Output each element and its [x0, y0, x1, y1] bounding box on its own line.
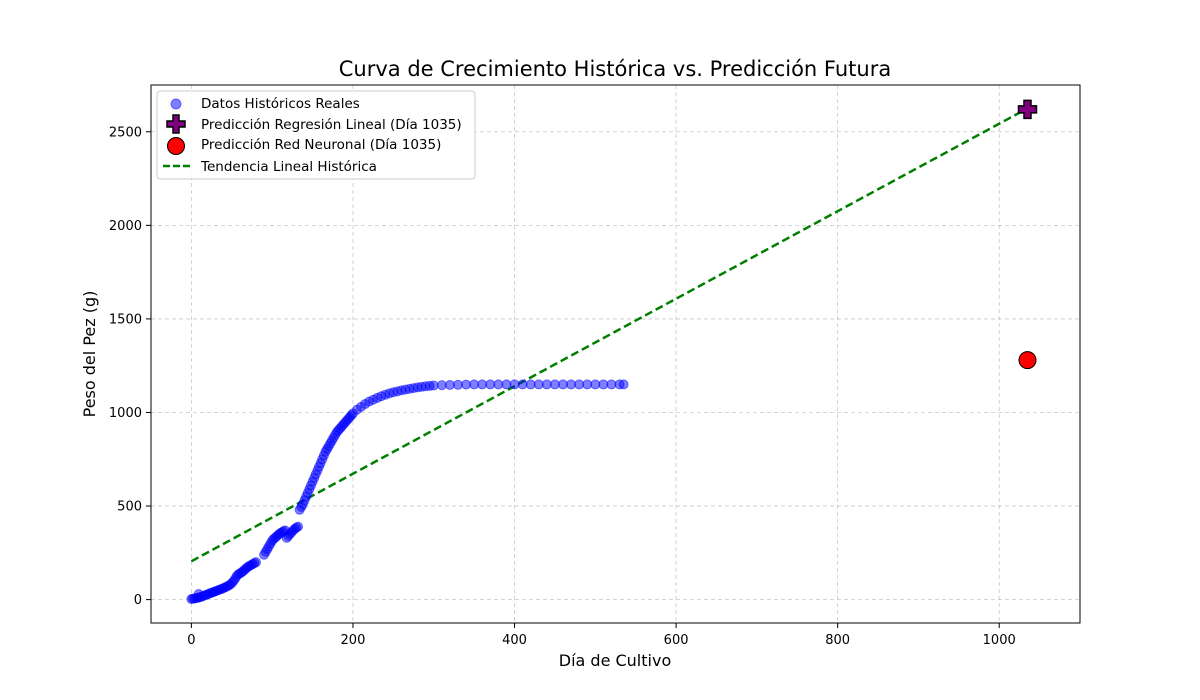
x-tick-label: 0: [187, 633, 195, 648]
plot-frame: [150, 84, 1081, 624]
x-tick-label: 400: [502, 633, 527, 648]
y-axis-label: Peso del Pez (g): [80, 291, 99, 418]
y-tick-label: 0: [134, 593, 142, 608]
scatter-points-layer: [186, 379, 629, 605]
trend-line: [190, 107, 1029, 563]
historical-data-point: [251, 557, 262, 568]
x-tick-label: 200: [341, 633, 366, 648]
prediction-markers-layer: [1017, 99, 1038, 370]
legend: Datos Históricos Reales Predicción Regre…: [156, 90, 476, 180]
legend-swatch-historical: [170, 98, 182, 110]
y-tick-label: 1500: [109, 312, 142, 327]
legend-label-linear-prediction: Predicción Regresión Lineal (Día 1035): [201, 117, 462, 133]
y-axis-ticks: 0 500 1000 1500 2000 2500: [109, 125, 151, 608]
y-tick-label: 2000: [109, 219, 142, 234]
x-axis-ticks: 0 200 400 600 800 1000: [187, 623, 1016, 648]
legend-swatch-neural-prediction: [167, 137, 185, 155]
x-tick-label: 1000: [983, 633, 1016, 648]
y-tick-label: 1000: [109, 406, 142, 421]
legend-label-neural-prediction: Predicción Red Neuronal (Día 1035): [201, 137, 441, 153]
historical-data-point: [293, 521, 304, 532]
legend-box: [156, 90, 476, 180]
x-tick-label: 800: [825, 633, 850, 648]
neural-network-prediction-marker: [1018, 351, 1037, 370]
historical-data-point: [618, 379, 629, 390]
legend-label-trend: Tendencia Lineal Histórica: [200, 159, 377, 175]
x-axis-label: Día de Cultivo: [559, 651, 671, 670]
y-tick-label: 2500: [109, 125, 142, 140]
linear-regression-prediction-marker: [1017, 99, 1038, 120]
x-tick-label: 600: [664, 633, 689, 648]
trend-line-layer: [190, 107, 1029, 563]
chart-title: Curva de Crecimiento Histórica vs. Predi…: [339, 57, 891, 81]
y-tick-label: 500: [117, 500, 142, 515]
grid-lines: [151, 85, 1080, 623]
legend-label-historical: Datos Históricos Reales: [201, 96, 360, 112]
legend-swatch-linear-prediction: [166, 114, 186, 134]
